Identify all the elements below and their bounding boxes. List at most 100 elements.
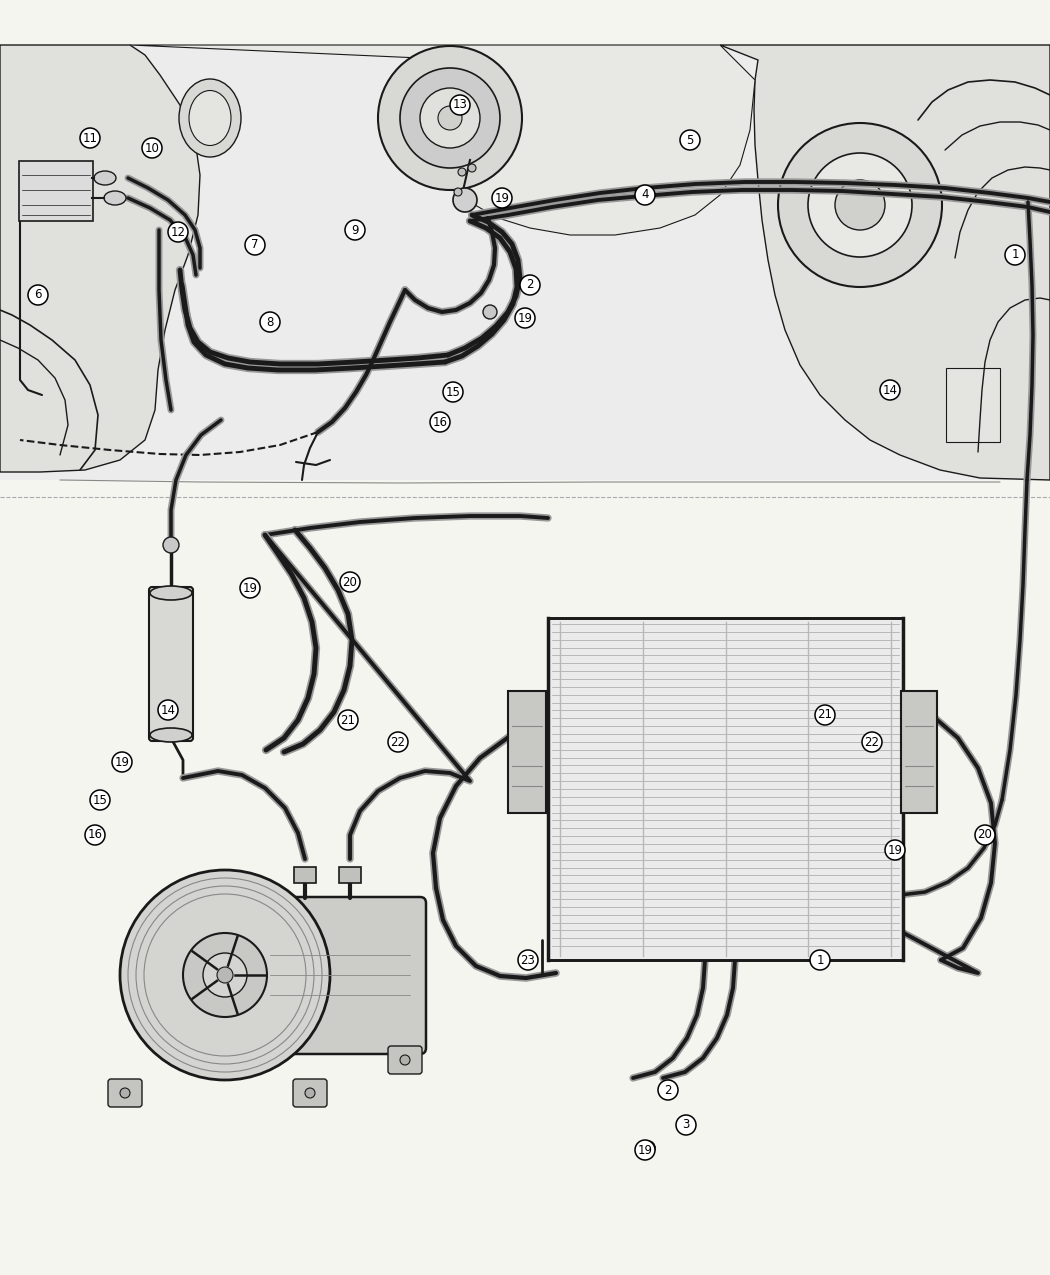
Text: 2: 2 bbox=[665, 1084, 672, 1096]
Ellipse shape bbox=[104, 191, 126, 205]
Circle shape bbox=[492, 187, 512, 208]
Circle shape bbox=[338, 710, 358, 731]
Circle shape bbox=[113, 755, 127, 769]
Circle shape bbox=[85, 825, 105, 845]
FancyBboxPatch shape bbox=[293, 1079, 327, 1107]
Polygon shape bbox=[0, 45, 1050, 479]
Text: 19: 19 bbox=[114, 756, 129, 769]
Circle shape bbox=[168, 222, 188, 242]
Circle shape bbox=[835, 180, 885, 230]
Text: 3: 3 bbox=[682, 1118, 690, 1131]
Circle shape bbox=[458, 168, 466, 176]
Text: 12: 12 bbox=[170, 226, 186, 238]
Circle shape bbox=[420, 88, 480, 148]
Circle shape bbox=[438, 106, 462, 130]
Circle shape bbox=[975, 825, 995, 845]
Text: 20: 20 bbox=[978, 829, 992, 842]
Circle shape bbox=[640, 1141, 655, 1155]
FancyBboxPatch shape bbox=[388, 1046, 422, 1074]
Text: 14: 14 bbox=[882, 384, 898, 397]
Text: 10: 10 bbox=[145, 142, 160, 154]
Circle shape bbox=[483, 305, 497, 319]
Text: 8: 8 bbox=[267, 315, 274, 329]
Circle shape bbox=[183, 933, 267, 1017]
Circle shape bbox=[245, 235, 265, 255]
Circle shape bbox=[862, 732, 882, 752]
Circle shape bbox=[808, 153, 912, 258]
Circle shape bbox=[243, 583, 257, 597]
Text: 15: 15 bbox=[445, 385, 461, 399]
Circle shape bbox=[635, 185, 655, 205]
Text: 11: 11 bbox=[83, 131, 98, 144]
Circle shape bbox=[80, 128, 100, 148]
Text: 22: 22 bbox=[391, 736, 405, 748]
Text: 15: 15 bbox=[92, 793, 107, 807]
Circle shape bbox=[203, 952, 247, 997]
Circle shape bbox=[388, 732, 408, 752]
FancyBboxPatch shape bbox=[149, 586, 193, 741]
Circle shape bbox=[240, 578, 260, 598]
Ellipse shape bbox=[94, 171, 116, 185]
Circle shape bbox=[345, 221, 365, 240]
Circle shape bbox=[518, 312, 532, 326]
Circle shape bbox=[450, 96, 470, 115]
FancyBboxPatch shape bbox=[339, 867, 361, 884]
Text: 4: 4 bbox=[642, 189, 649, 201]
Circle shape bbox=[885, 840, 905, 861]
Circle shape bbox=[400, 1054, 410, 1065]
Text: 6: 6 bbox=[35, 288, 42, 301]
Polygon shape bbox=[130, 45, 755, 235]
Circle shape bbox=[304, 1088, 315, 1098]
Text: 7: 7 bbox=[251, 238, 258, 251]
Text: 20: 20 bbox=[342, 575, 357, 589]
Circle shape bbox=[340, 572, 360, 592]
Text: 9: 9 bbox=[352, 223, 359, 236]
Circle shape bbox=[430, 412, 450, 432]
Text: 16: 16 bbox=[433, 416, 447, 428]
Circle shape bbox=[120, 870, 330, 1080]
Circle shape bbox=[378, 46, 522, 190]
Text: 23: 23 bbox=[521, 954, 536, 966]
Text: 19: 19 bbox=[495, 191, 509, 204]
Circle shape bbox=[815, 705, 835, 725]
Circle shape bbox=[453, 187, 477, 212]
Circle shape bbox=[443, 382, 463, 402]
Ellipse shape bbox=[178, 79, 242, 157]
Text: 16: 16 bbox=[87, 829, 103, 842]
Circle shape bbox=[112, 752, 132, 771]
Polygon shape bbox=[720, 45, 1050, 479]
Circle shape bbox=[518, 312, 532, 326]
Circle shape bbox=[400, 68, 500, 168]
FancyBboxPatch shape bbox=[294, 867, 316, 884]
FancyBboxPatch shape bbox=[548, 618, 903, 960]
Ellipse shape bbox=[150, 586, 192, 601]
Text: 14: 14 bbox=[161, 704, 175, 717]
Circle shape bbox=[90, 790, 110, 810]
Circle shape bbox=[217, 966, 233, 983]
Text: 19: 19 bbox=[887, 844, 903, 857]
Text: 2: 2 bbox=[526, 278, 533, 292]
Circle shape bbox=[495, 193, 509, 207]
Circle shape bbox=[120, 1088, 130, 1098]
Polygon shape bbox=[0, 45, 200, 472]
FancyBboxPatch shape bbox=[254, 898, 426, 1054]
FancyBboxPatch shape bbox=[508, 691, 546, 813]
Text: 22: 22 bbox=[864, 736, 880, 748]
Circle shape bbox=[260, 312, 280, 332]
Circle shape bbox=[888, 842, 902, 856]
Circle shape bbox=[468, 164, 476, 172]
Circle shape bbox=[514, 309, 536, 328]
Circle shape bbox=[495, 193, 509, 207]
Text: 21: 21 bbox=[818, 709, 833, 722]
Circle shape bbox=[520, 275, 540, 295]
Ellipse shape bbox=[150, 728, 192, 742]
Circle shape bbox=[518, 950, 538, 970]
Text: 19: 19 bbox=[518, 311, 532, 325]
Text: 13: 13 bbox=[453, 98, 467, 111]
Circle shape bbox=[454, 187, 462, 196]
Text: 1: 1 bbox=[1011, 249, 1018, 261]
Circle shape bbox=[158, 700, 179, 720]
Text: 21: 21 bbox=[340, 714, 356, 727]
Circle shape bbox=[810, 950, 830, 970]
Circle shape bbox=[676, 1116, 696, 1135]
